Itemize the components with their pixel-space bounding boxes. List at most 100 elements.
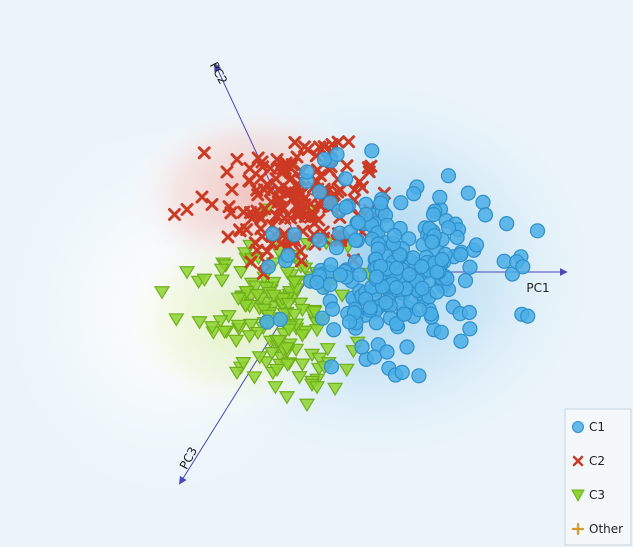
point-c1 — [378, 295, 394, 311]
point-c3 — [267, 381, 284, 395]
point-c3 — [196, 273, 213, 287]
point-c2 — [242, 174, 256, 188]
point-c1 — [468, 237, 485, 253]
point-c3 — [203, 321, 221, 335]
point-c2 — [361, 161, 375, 175]
point-c1 — [348, 232, 364, 248]
point-c1 — [332, 267, 348, 283]
point-c3 — [308, 381, 326, 395]
point-c2 — [180, 203, 194, 216]
point-c3 — [278, 391, 296, 405]
point-c3 — [281, 323, 298, 337]
point-c1 — [323, 359, 340, 375]
point-c2 — [306, 206, 320, 220]
point-c2 — [244, 255, 258, 269]
point-c1 — [326, 322, 342, 338]
point-c1 — [520, 308, 536, 324]
point-c1 — [386, 227, 402, 244]
point-c3 — [230, 292, 247, 306]
point-c1 — [429, 284, 445, 300]
point-c1 — [449, 229, 465, 245]
point-c1 — [424, 234, 440, 250]
point-c1 — [347, 254, 363, 270]
point-c1 — [341, 314, 358, 330]
point-c1 — [272, 311, 288, 328]
point-c3 — [294, 358, 311, 372]
point-c1 — [440, 168, 457, 184]
series-c1 — [259, 143, 546, 384]
point-c3 — [319, 343, 336, 357]
point-c3 — [286, 308, 303, 323]
point-c3 — [213, 263, 230, 277]
point-c1 — [457, 273, 474, 289]
point-c2 — [233, 224, 247, 238]
point-c3 — [286, 276, 303, 290]
point-c1 — [411, 302, 427, 318]
point-c1 — [314, 310, 330, 326]
point-c2 — [221, 230, 235, 244]
point-c2 — [313, 140, 326, 154]
point-c1 — [328, 240, 345, 256]
legend-label: C3 — [589, 488, 605, 502]
point-c2 — [250, 204, 264, 218]
point-c3 — [228, 334, 245, 349]
point-c1 — [354, 339, 370, 355]
point-c1 — [477, 207, 493, 223]
point-c3 — [178, 266, 196, 280]
point-c3 — [235, 357, 252, 371]
point-c2 — [248, 236, 262, 250]
point-c1 — [299, 164, 315, 180]
data-points — [153, 135, 546, 412]
point-c1 — [316, 151, 333, 168]
point-c3 — [168, 313, 185, 327]
point-c3 — [265, 289, 282, 303]
point-c1 — [338, 171, 354, 187]
legend: C1 C2 C3 Other — [564, 408, 632, 546]
point-c2 — [197, 146, 211, 160]
point-c1 — [499, 216, 515, 232]
point-c3 — [242, 318, 259, 333]
point-c3 — [233, 266, 250, 280]
point-c1 — [453, 333, 469, 349]
point-c1 — [379, 217, 395, 233]
point-c1 — [393, 195, 409, 211]
point-c2 — [290, 150, 304, 164]
point-c2 — [168, 208, 181, 221]
point-c3 — [241, 330, 258, 344]
point-c3 — [246, 371, 263, 385]
point-c1 — [265, 226, 281, 242]
point-c2 — [254, 171, 268, 185]
point-c3 — [278, 342, 296, 356]
point-c1 — [323, 257, 339, 273]
point-c2 — [272, 194, 286, 208]
point-c1 — [429, 264, 445, 280]
point-c3 — [228, 366, 245, 381]
point-c2 — [220, 165, 234, 179]
axis-label-pc1: PC1 — [526, 281, 549, 295]
point-c2 — [205, 198, 219, 211]
point-c3 — [249, 288, 266, 303]
point-c1 — [460, 185, 476, 201]
point-c3 — [333, 289, 351, 303]
point-c3 — [251, 351, 268, 365]
point-c2 — [224, 206, 238, 220]
point-c1 — [461, 304, 477, 321]
point-c2 — [340, 159, 354, 173]
point-c3 — [338, 363, 355, 378]
point-c1 — [462, 259, 478, 275]
legend-label: C1 — [589, 420, 605, 434]
point-c1 — [388, 280, 405, 296]
point-c2 — [255, 155, 269, 169]
point-c2 — [284, 161, 298, 175]
point-c3 — [280, 297, 297, 312]
point-c1 — [399, 339, 415, 355]
point-c2 — [195, 190, 209, 204]
legend-item-c3: C3 — [571, 488, 605, 503]
point-c2 — [352, 175, 366, 189]
point-c1 — [368, 269, 385, 285]
point-c2 — [225, 183, 239, 196]
point-c1 — [453, 247, 469, 263]
point-c3 — [216, 325, 233, 340]
point-c3 — [258, 356, 275, 370]
